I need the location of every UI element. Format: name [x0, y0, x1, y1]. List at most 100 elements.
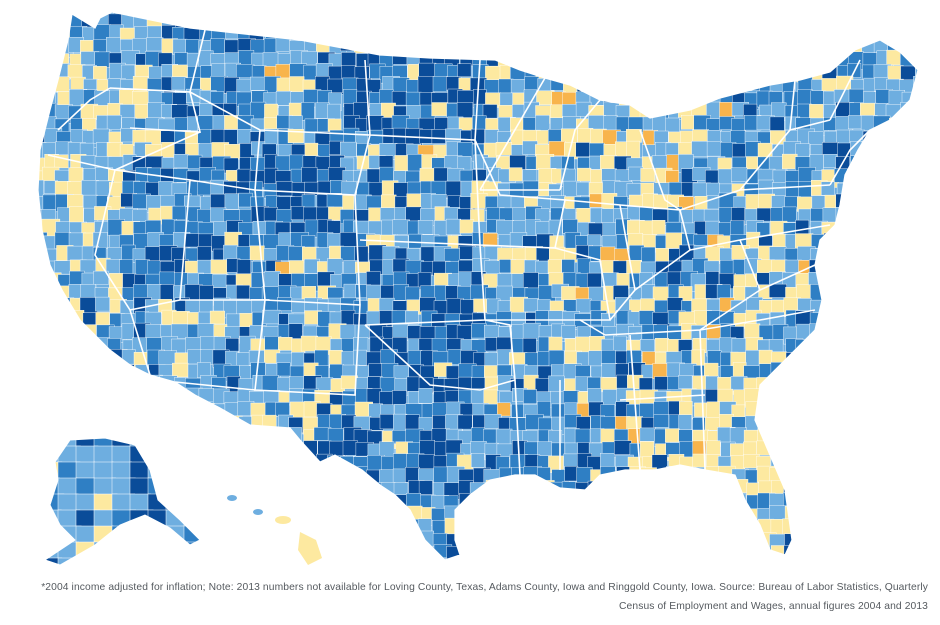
county-cell — [57, 324, 71, 340]
county-cell — [837, 467, 854, 482]
county-cell — [330, 532, 349, 549]
county-cell — [484, 37, 499, 53]
county-cell — [824, 467, 839, 483]
county-cell — [888, 376, 904, 395]
county-cell — [418, 546, 435, 560]
county-cell — [889, 493, 905, 510]
county-cell — [290, 205, 305, 220]
county-cell — [367, 546, 384, 560]
county-cell — [797, 416, 813, 432]
county-cell — [926, 141, 940, 154]
alaska-borough-cell — [183, 438, 200, 452]
county-cell — [418, 388, 433, 404]
county-cell — [82, 573, 98, 575]
county-cell — [808, 377, 827, 393]
county-cell — [276, 77, 291, 94]
county-cell — [901, 378, 918, 395]
county-cell — [431, 102, 449, 117]
alaska-borough-cell — [165, 445, 187, 468]
county-cell — [120, 64, 135, 81]
county-cell — [511, 14, 526, 32]
county-cell — [668, 574, 683, 575]
county-cell — [448, 571, 462, 575]
county-cell — [41, 441, 58, 458]
county-cell — [444, 517, 463, 536]
county-cell — [720, 53, 739, 70]
county-cell — [239, 556, 256, 560]
county-cell — [823, 12, 839, 17]
county-cell — [523, 298, 539, 313]
county-cell — [95, 296, 110, 312]
county-cell — [69, 310, 85, 329]
county-cell — [291, 495, 310, 512]
county-cell — [758, 403, 776, 419]
county-cell — [836, 452, 852, 468]
county-cell — [628, 37, 644, 52]
county-cell — [629, 492, 646, 510]
county-cell — [640, 507, 656, 526]
county-cell — [562, 495, 582, 509]
county-cell — [184, 492, 201, 510]
county-cell — [694, 508, 709, 522]
county-cell — [135, 571, 149, 575]
county-cell — [588, 222, 606, 237]
county-cell — [900, 207, 915, 223]
county-cell — [119, 413, 136, 430]
alaska-borough-cell — [202, 494, 224, 515]
county-cell — [278, 440, 293, 459]
county-cell — [263, 467, 278, 484]
county-cell — [640, 37, 655, 53]
county-cell — [327, 12, 346, 17]
county-cell — [875, 376, 890, 393]
county-cell — [291, 468, 308, 482]
county-cell — [628, 24, 643, 40]
county-cell — [849, 547, 865, 560]
county-cell — [680, 14, 697, 32]
county-cell — [873, 12, 891, 27]
county-cell — [197, 259, 213, 275]
county-cell — [38, 12, 43, 16]
county-cell — [473, 12, 490, 17]
county-cell — [277, 467, 294, 483]
county-cell — [678, 63, 693, 81]
county-cell — [394, 155, 409, 172]
county-cell — [158, 557, 176, 560]
county-cell — [213, 495, 228, 511]
county-cell — [417, 76, 435, 93]
county-cell — [927, 428, 940, 445]
county-cell — [705, 271, 720, 286]
county-cell — [197, 532, 215, 550]
county-cell — [381, 574, 398, 576]
county-cell — [341, 25, 358, 43]
county-cell — [927, 63, 940, 76]
county-cell — [901, 324, 916, 343]
county-cell — [523, 493, 540, 509]
county-cell — [837, 427, 854, 444]
county-cell — [38, 90, 46, 108]
county-cell — [782, 153, 798, 170]
county-cell — [109, 417, 127, 434]
county-cell — [614, 14, 630, 29]
county-cell — [642, 531, 661, 546]
county-cell — [834, 520, 849, 538]
county-cell — [849, 443, 868, 460]
county-cell — [92, 352, 107, 370]
county-cell — [499, 520, 517, 534]
county-cell — [914, 390, 918, 409]
county-cell — [719, 557, 736, 560]
county-cell — [172, 402, 189, 419]
county-cell — [704, 66, 723, 82]
county-cell — [888, 456, 905, 471]
county-cell — [405, 557, 423, 560]
county-cell — [639, 207, 655, 222]
county-cell — [782, 387, 801, 405]
alaska-borough-cell — [147, 445, 167, 465]
county-cell — [160, 547, 179, 560]
county-cell — [301, 25, 317, 41]
county-cell — [522, 322, 541, 341]
county-cell — [588, 505, 602, 524]
county-cell — [681, 114, 696, 130]
county-cell — [809, 352, 823, 367]
county-cell — [798, 508, 813, 525]
county-cell — [874, 365, 891, 382]
